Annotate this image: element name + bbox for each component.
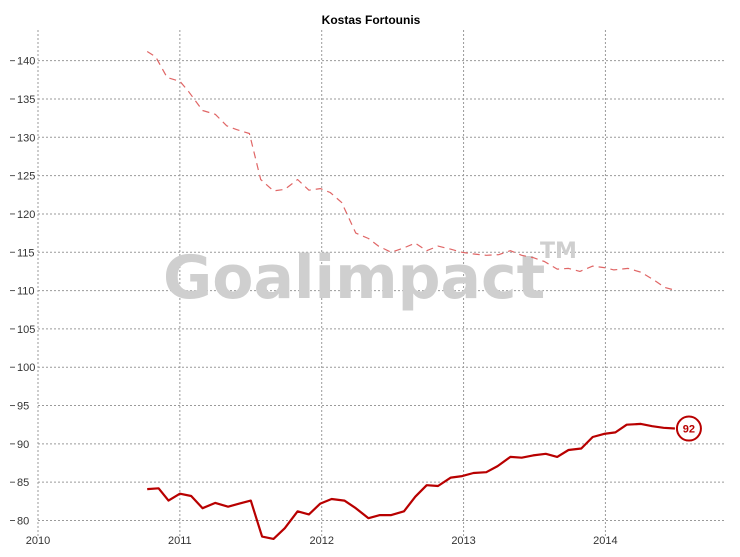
chart-title: Kostas Fortounis xyxy=(322,13,421,27)
x-axis-ticks: 2010 2011 2012 2013 2014 xyxy=(26,535,618,547)
watermark-text: Goalimpact xyxy=(163,243,545,313)
y-tick-label: 140 xyxy=(17,56,35,68)
dashed-series-line xyxy=(146,50,677,292)
y-tick-label: 105 xyxy=(17,324,35,336)
current-value-badge: 92 xyxy=(675,415,702,442)
y-tick-label: 90 xyxy=(17,439,29,451)
y-tick-label: 130 xyxy=(17,132,35,144)
y-tick-label: 95 xyxy=(17,401,29,413)
solid-series-line xyxy=(147,422,675,541)
watermark: Goalimpact TM xyxy=(163,239,577,313)
x-tick-label: 2014 xyxy=(593,535,617,547)
badge-circle xyxy=(675,415,702,442)
x-tick-label: 2010 xyxy=(26,535,50,547)
y-tick-label: 80 xyxy=(17,516,29,528)
y-tick-label: 85 xyxy=(17,477,29,489)
x-tick-label: 2011 xyxy=(168,535,192,547)
y-axis-ticks: 80 85 90 95 100 105 110 115 120 125 130 135 140 xyxy=(10,56,35,528)
y-tick-label: 120 xyxy=(17,209,35,221)
x-tick-label: 2012 xyxy=(309,535,333,547)
y-tick-label: 115 xyxy=(17,247,35,259)
y-tick-label: 100 xyxy=(17,362,35,374)
watermark-trademark: TM xyxy=(540,239,577,264)
grid xyxy=(37,30,726,538)
badge-label: 92 xyxy=(683,424,695,436)
x-tick-label: 2013 xyxy=(451,535,475,547)
y-tick-label: 135 xyxy=(17,94,35,106)
y-tick-label: 125 xyxy=(17,171,35,183)
series xyxy=(146,50,677,541)
y-tick-label: 110 xyxy=(17,286,35,298)
